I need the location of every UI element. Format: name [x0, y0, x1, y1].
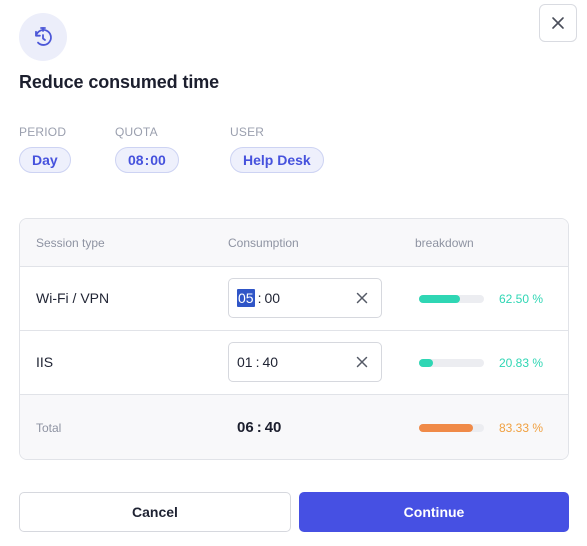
table-row: Wi-Fi / VPN 05:00 62.50 % [20, 267, 568, 331]
breakdown-bar-fill [419, 295, 460, 303]
close-icon [552, 17, 564, 29]
header-breakdown: breakdown [415, 236, 474, 250]
continue-button[interactable]: Continue [299, 492, 569, 532]
quota-hours: 08 [128, 152, 144, 168]
header-consumption: Consumption [228, 236, 299, 250]
hours-segment[interactable]: 01 [237, 354, 253, 370]
cancel-button[interactable]: Cancel [19, 492, 291, 532]
total-label: Total [36, 421, 62, 435]
breakdown-percent: 20.83 % [499, 356, 544, 370]
breakdown-bar [419, 359, 484, 367]
total-hours: 06 [237, 419, 254, 436]
period-field: PERIOD Day [19, 125, 71, 173]
total-breakdown-bar [419, 424, 484, 432]
period-label: PERIOD [19, 125, 67, 139]
quota-label: QUOTA [115, 125, 158, 139]
minutes-segment[interactable]: 40 [262, 354, 279, 370]
header-session-type: Session type [36, 236, 105, 250]
table-row: IIS 01:40 20.83 % [20, 331, 568, 395]
total-breakdown-bar-fill [419, 424, 474, 432]
breakdown-bar-fill [419, 359, 433, 367]
user-field: USER Help Desk [230, 125, 324, 173]
quota-minutes: 00 [150, 152, 166, 168]
quota-badge: 08:00 [115, 147, 179, 173]
user-badge: Help Desk [230, 147, 324, 173]
consumption-time-input[interactable]: 05:00 [228, 278, 382, 318]
timer-reset-icon [19, 13, 67, 61]
period-badge: Day [19, 147, 71, 173]
breakdown-percent: 62.50 % [499, 292, 544, 306]
close-button[interactable] [539, 4, 577, 42]
table-header-row: Session type Consumption breakdown [20, 219, 568, 267]
total-time: 06:40 [237, 419, 282, 436]
session-type-label: Wi-Fi / VPN [36, 290, 110, 306]
hours-segment[interactable]: 05 [237, 289, 255, 307]
clear-icon[interactable] [356, 356, 368, 368]
total-minutes: 40 [264, 419, 282, 436]
user-label: USER [230, 125, 265, 139]
quota-field: QUOTA 08:00 [115, 125, 179, 173]
dialog-title: Reduce consumed time [19, 72, 220, 92]
total-row: Total 06:40 83.33 % [20, 395, 568, 459]
breakdown-bar [419, 295, 484, 303]
minutes-segment[interactable]: 00 [264, 290, 281, 306]
clear-icon[interactable] [356, 292, 368, 304]
total-breakdown-percent: 83.33 % [499, 421, 544, 435]
session-type-label: IIS [36, 354, 54, 370]
consumption-table: Session type Consumption breakdown Wi-Fi… [19, 218, 569, 460]
consumption-time-input[interactable]: 01:40 [228, 342, 382, 382]
